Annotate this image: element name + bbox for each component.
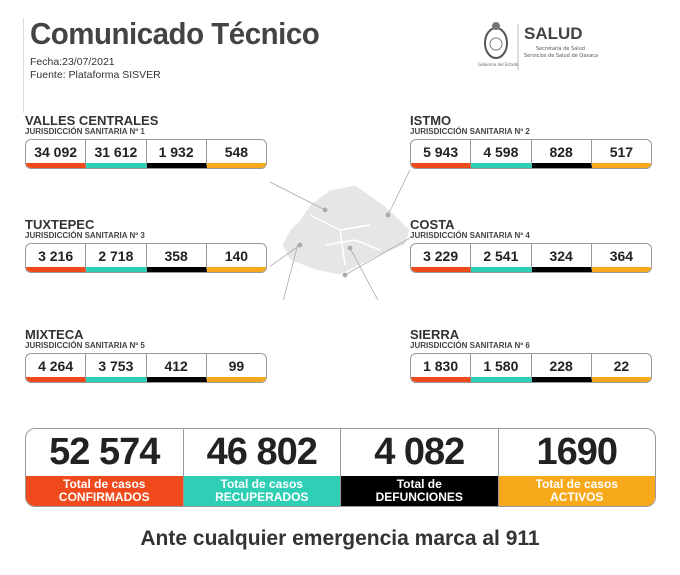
region-jurisdiction: JURISDICCIÓN SANITARIA Nº 6 — [410, 341, 530, 350]
total-label: Total de casos — [535, 477, 618, 491]
region-name: MIXTECA — [25, 327, 84, 342]
total-label-category: ACTIVOS — [550, 490, 604, 504]
total-active: 1690 Total de casos ACTIVOS — [498, 429, 655, 506]
active-value: 364 — [591, 244, 651, 272]
confirmed-value: 1 830 — [411, 354, 472, 382]
region-name: SIERRA — [410, 327, 460, 342]
deaths-value: 358 — [146, 244, 207, 272]
active-value: 548 — [206, 140, 266, 168]
region-name: ISTMO — [410, 113, 452, 128]
source: Fuente: Plataforma SISVER — [30, 69, 161, 81]
totals-panel: 52 574 Total de casos CONFIRMADOS 46 802 … — [25, 428, 656, 507]
total-label-category: CONFIRMADOS — [58, 490, 150, 504]
recovered-value: 2 718 — [86, 244, 147, 272]
confirmed-value: 4 264 — [26, 354, 87, 382]
total-recovered: 46 802 Total de casos RECUPERADOS — [183, 429, 341, 506]
emergency-message: Ante cualquier emergencia marca al 911 — [140, 527, 540, 550]
region-mixteca: MIXTECA JURISDICCIÓN SANITARIA Nº 5 4 26… — [25, 328, 267, 383]
region-jurisdiction: JURISDICCIÓN SANITARIA Nº 3 — [25, 231, 145, 240]
recovered-value: 31 612 — [86, 140, 147, 168]
active-value: 22 — [591, 354, 651, 382]
deaths-value: 412 — [146, 354, 207, 382]
page-title: Comunicado Técnico — [30, 16, 320, 51]
oaxaca-map — [270, 170, 411, 300]
region-costa: COSTA JURISDICCIÓN SANITARIA Nº 4 3 229 2… — [410, 218, 652, 273]
total-deaths: 4 082 Total de DEFUNCIONES — [341, 429, 499, 506]
confirmed-value: 3 229 — [411, 244, 472, 272]
total-label: Total de — [396, 477, 442, 491]
active-value: 140 — [206, 244, 266, 272]
region-name: TUXTEPEC — [25, 217, 95, 232]
region-jurisdiction: JURISDICCIÓN SANITARIA Nº 4 — [410, 231, 530, 240]
deaths-value: 228 — [531, 354, 592, 382]
region-jurisdiction: JURISDICCIÓN SANITARIA Nº 2 — [410, 127, 530, 136]
confirmed-value: 5 943 — [411, 140, 472, 168]
region-sierra: SIERRA JURISDICCIÓN SANITARIA Nº 6 1 830… — [410, 328, 652, 383]
total-value: 4 082 — [374, 431, 465, 473]
salud-logo: Gobierno del Estado SALUD Secretaría de … — [478, 18, 598, 74]
region-jurisdiction: JURISDICCIÓN SANITARIA Nº 1 — [25, 127, 145, 136]
recovered-value: 3 753 — [86, 354, 147, 382]
coat-of-arms-icon — [484, 22, 519, 70]
salud-label: SALUD — [524, 24, 583, 43]
region-name: VALLES CENTRALES — [25, 113, 159, 128]
deaths-value: 828 — [531, 140, 592, 168]
region-valles-centrales: VALLES CENTRALES JURISDICCIÓN SANITARIA … — [25, 114, 267, 169]
deaths-value: 1 932 — [146, 140, 207, 168]
region-istmo: ISTMO JURISDICCIÓN SANITARIA Nº 2 5 943 4… — [410, 114, 652, 169]
divider — [23, 18, 24, 113]
total-value: 1690 — [536, 431, 618, 473]
recovered-value: 4 598 — [471, 140, 532, 168]
active-value: 517 — [591, 140, 651, 168]
secretaria-label: Secretaría de Salud — [536, 46, 585, 52]
confirmed-value: 3 216 — [26, 244, 87, 272]
confirmed-value: 34 092 — [26, 140, 87, 168]
total-label: Total de casos — [63, 477, 146, 491]
date: Fecha:23/07/2021 — [30, 56, 115, 68]
region-name: COSTA — [410, 217, 455, 232]
region-jurisdiction: JURISDICCIÓN SANITARIA Nº 5 — [25, 341, 145, 350]
active-value: 99 — [206, 354, 266, 382]
servicios-label: Servicios de Salud de Oaxaca — [524, 53, 599, 59]
region-tuxtepec: TUXTEPEC JURISDICCIÓN SANITARIA Nº 3 3 2… — [25, 218, 267, 273]
total-label-category: RECUPERADOS — [215, 490, 309, 504]
total-value: 52 574 — [49, 431, 160, 473]
total-label: Total de casos — [220, 477, 303, 491]
recovered-value: 2 541 — [471, 244, 532, 272]
recovered-value: 1 580 — [471, 354, 532, 382]
gov-label: Gobierno del Estado — [478, 62, 519, 67]
deaths-value: 324 — [531, 244, 592, 272]
total-value: 46 802 — [206, 431, 318, 473]
total-label-category: DEFUNCIONES — [375, 490, 463, 504]
total-confirmed: 52 574 Total de casos CONFIRMADOS — [26, 429, 184, 506]
